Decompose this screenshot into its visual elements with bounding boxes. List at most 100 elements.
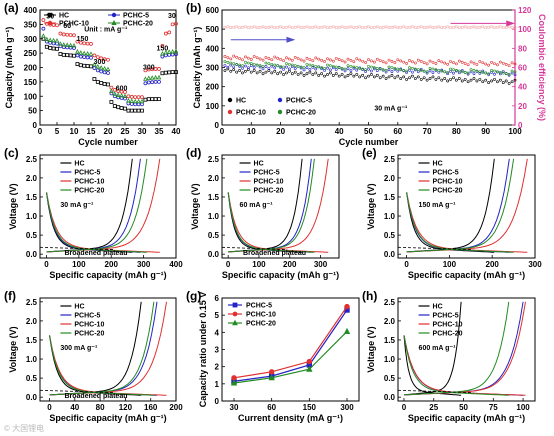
capacity-point: [252, 69, 256, 72]
x-tick-label: 0: [38, 127, 43, 136]
capacity-point: [279, 58, 283, 61]
legend-marker: [227, 109, 233, 115]
capacity-point: [440, 69, 444, 73]
rate-label: 30 mA g⁻¹: [374, 106, 408, 113]
data-point: [106, 82, 110, 87]
ce-point: [317, 26, 320, 29]
data-point: [75, 49, 80, 54]
y-tick-label: 300: [24, 35, 38, 44]
capacity-point: [282, 67, 285, 71]
legend-label: PCHC-10: [246, 312, 276, 319]
capacity-point: [408, 66, 411, 70]
data-point: [89, 55, 93, 60]
x-tick-label: 400: [169, 260, 183, 269]
ce-point: [244, 25, 247, 29]
capacity-point: [490, 68, 493, 72]
data-point: [106, 71, 110, 75]
capacity-point: [513, 70, 517, 74]
plateau-guide: [397, 389, 474, 394]
ce-point: [314, 25, 318, 29]
capacity-point: [466, 80, 470, 84]
capacity-point: [252, 62, 256, 66]
capacity-point: [390, 66, 394, 70]
ce-point: [376, 25, 379, 29]
plateau-annotation: Broadened plateau: [243, 250, 306, 257]
ce-point: [346, 26, 350, 29]
capacity-point: [326, 57, 329, 61]
capacity-point: [446, 72, 450, 75]
capacity-point: [232, 68, 236, 72]
y-axis-title: Voltage (V): [8, 183, 18, 229]
capacity-point: [472, 68, 476, 72]
capacity-point: [232, 62, 236, 66]
capacity-point: [434, 77, 438, 81]
capacity-point: [364, 61, 367, 64]
data-point: [48, 46, 53, 50]
capacity-point: [261, 72, 265, 76]
capacity-point: [279, 64, 283, 68]
capacity-point: [352, 65, 356, 69]
y-tick-label: 1.5: [26, 336, 38, 345]
capacity-point: [387, 75, 391, 79]
capacity-point: [320, 58, 324, 62]
capacity-point: [507, 81, 511, 85]
capacity-point: [299, 71, 303, 75]
data-point: [343, 327, 351, 334]
data-point: [75, 62, 80, 66]
capacity-point: [466, 72, 470, 76]
capacity-point: [387, 58, 391, 62]
capacity-point: [481, 70, 485, 74]
x-tick-label: 20: [276, 127, 285, 136]
x-tick-label: 0: [47, 403, 52, 412]
capacity-point: [493, 72, 496, 76]
legend-label: PCHC-10: [59, 21, 89, 28]
capacity-point: [372, 66, 376, 70]
y-tick-label: 2.0: [384, 174, 396, 183]
capacity-point: [384, 70, 388, 74]
data-point: [61, 45, 66, 49]
data-point: [174, 70, 178, 74]
x-axis-title: Specific capacity (mAh g⁻¹): [408, 270, 525, 280]
ce-point: [358, 25, 361, 29]
capacity-point: [361, 73, 365, 77]
capacity-point: [293, 67, 297, 70]
legend-entry: HC: [60, 161, 85, 168]
data-point: [129, 94, 134, 99]
legend-entry: HC: [227, 98, 246, 105]
capacity-point: [372, 60, 376, 64]
y-tick-label: 0: [33, 121, 38, 130]
capacity-point: [285, 71, 288, 75]
capacity-point: [367, 67, 370, 71]
capacity-point: [431, 71, 435, 75]
legend-marker: [277, 109, 283, 115]
capacity-point: [229, 57, 233, 61]
capacity-point: [416, 58, 420, 62]
capacity-point: [331, 59, 335, 63]
capacity-point: [496, 70, 499, 74]
capacity-point: [501, 61, 505, 65]
capacity-point: [475, 69, 479, 73]
capacity-point: [367, 58, 370, 62]
ce-point: [408, 26, 411, 29]
y-tick-label: 100: [206, 102, 220, 111]
y2-axis-title: Coulombic efficiency (%): [537, 14, 547, 121]
capacity-point: [405, 61, 408, 65]
ce-point: [229, 26, 233, 29]
capacity-point: [443, 61, 447, 65]
capacity-point: [375, 66, 379, 70]
capacity-point: [375, 57, 379, 61]
legend-entry: HC: [418, 161, 443, 168]
ce-point: [367, 25, 370, 29]
ce-point: [340, 25, 344, 29]
capacity-point: [402, 60, 406, 64]
plot-frame: [39, 297, 177, 402]
data-point: [102, 65, 107, 71]
x-tick-label: 100: [252, 260, 266, 269]
plot-frame: [221, 154, 340, 259]
x-tick-label: 15: [87, 127, 96, 136]
y-axis-title: Voltage (V): [366, 183, 376, 229]
charge-curve: [403, 301, 510, 396]
capacity-point: [428, 66, 432, 70]
capacity-point: [255, 63, 259, 67]
capacity-point: [296, 64, 300, 68]
